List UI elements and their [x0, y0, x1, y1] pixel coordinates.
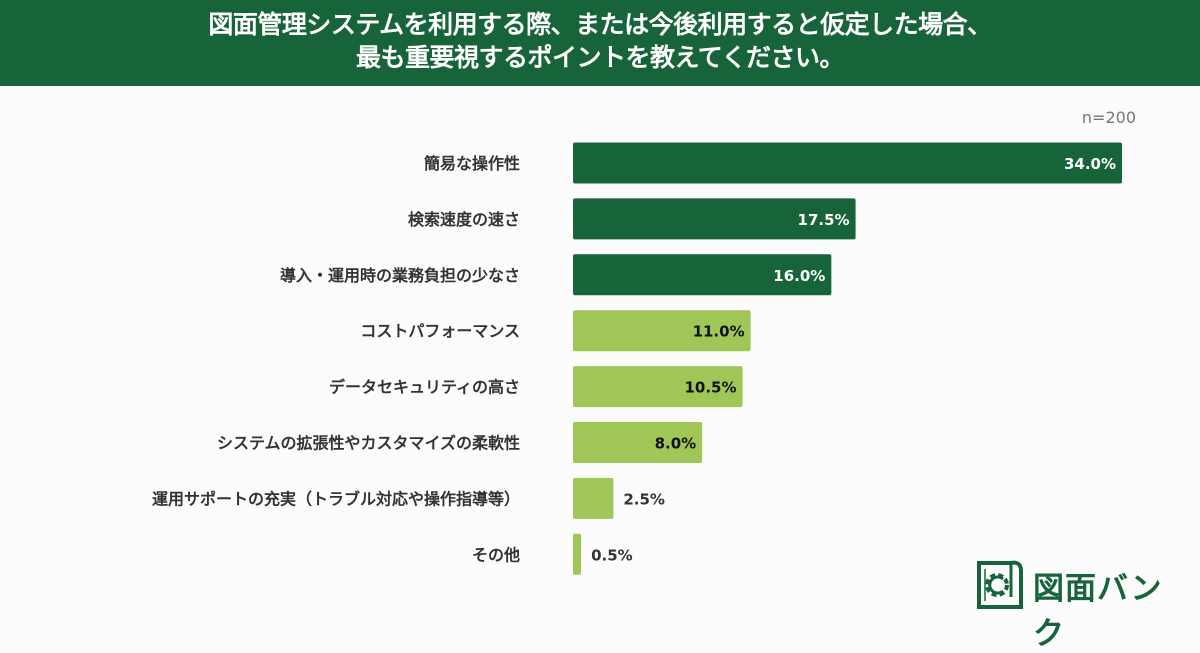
- bar: [573, 366, 743, 408]
- bar: [573, 142, 1122, 184]
- value-label: 11.0%: [693, 323, 745, 341]
- bar: [573, 198, 856, 240]
- value-label: 2.5%: [623, 490, 665, 508]
- logo-icon: [977, 560, 1023, 609]
- category-label: 運用サポートの充実（トラブル対応や操作指導等）: [152, 489, 520, 508]
- title-line-2: 最も重要視するポイントを教えてください。: [355, 43, 845, 72]
- value-label: 8.0%: [655, 435, 697, 453]
- logo-text: 図面バンク: [1033, 571, 1163, 652]
- value-label: 10.5%: [684, 379, 736, 397]
- value-label: 16.0%: [773, 267, 825, 285]
- value-label: 34.0%: [1064, 155, 1116, 173]
- category-label: 導入・運用時の業務負担の少なさ: [280, 266, 520, 285]
- value-label: 0.5%: [591, 546, 633, 564]
- category-label: その他: [472, 545, 520, 564]
- logo: 図面バンク: [975, 557, 1185, 652]
- sample-size: n=200: [1081, 108, 1136, 127]
- category-label: システムの拡張性やカスタマイズの柔軟性: [217, 434, 520, 453]
- bar-chart: 簡易な操作性 34.0% 検索速度の速さ 17.5% 導入・運用時の業務負担の少なさ 16…: [152, 142, 1122, 575]
- bar: [573, 254, 832, 296]
- category-label: コストパフォーマンス: [360, 322, 520, 341]
- category-label: 検索速度の速さ: [408, 210, 520, 229]
- category-label: データセキュリティの高さ: [329, 378, 520, 397]
- title-line-1: 図面管理システムを利用する際、または今後利用すると仮定した場合、: [208, 10, 992, 39]
- chart-title: 図面管理システムを利用する際、または今後利用すると仮定した場合、 最も重要視する…: [0, 0, 1200, 86]
- bar: [573, 422, 703, 463]
- value-label: 17.5%: [798, 211, 850, 229]
- category-label: 簡易な操作性: [423, 154, 520, 173]
- bar: [573, 477, 614, 519]
- bar: [573, 310, 751, 352]
- bar: [573, 533, 582, 575]
